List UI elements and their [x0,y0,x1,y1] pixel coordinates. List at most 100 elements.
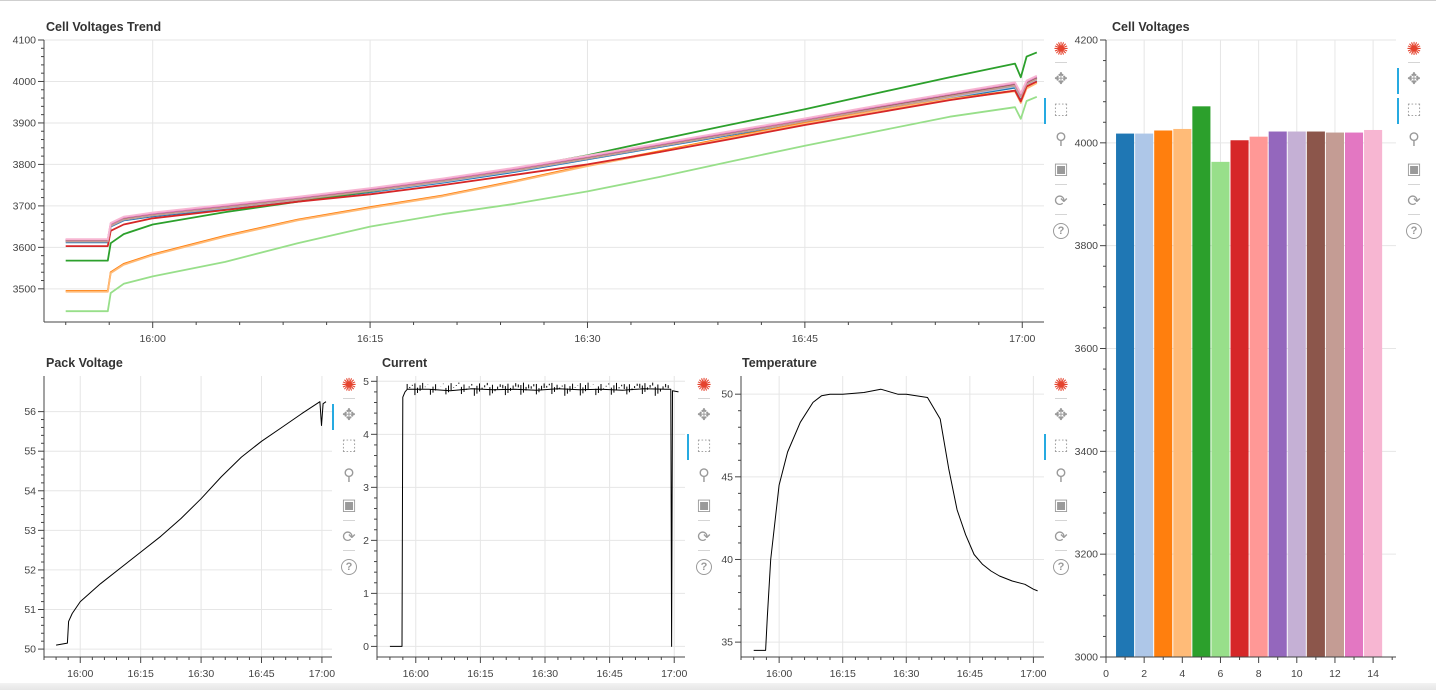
trend-wheel-zoom-tool[interactable]: ⚲ [1050,128,1072,150]
cell-bar-2 [1135,133,1154,657]
current-pan-tool[interactable]: ✥ [693,404,715,426]
cells-wheel-zoom-tool[interactable]: ⚲ [1403,128,1425,150]
save-icon: ▣ [696,497,712,514]
temperature-box-zoom-tool[interactable]: ⬚ [1044,434,1072,460]
current-ytick-label-0: 0 [363,641,369,653]
pack-pan-tool[interactable]: ✥ [332,404,360,430]
trend-save-tool[interactable]: ▣ [1050,158,1072,180]
reset-icon: ⟳ [1054,193,1068,210]
pan-icon: ✥ [1054,407,1068,424]
current-bokeh-logo: ✺ [693,374,715,396]
pack-grid [44,376,332,657]
bokeh-logo-icon: ✺ [1406,38,1422,59]
cell-bar-3 [1154,130,1173,657]
temperature-save-tool[interactable]: ▣ [1050,494,1072,516]
window-top-border [0,0,1436,1]
pack-ytick-label-3: 53 [24,525,36,537]
trend-help-tool[interactable]: ? [1050,220,1072,242]
window-bottom-shadow [0,683,1436,690]
trend-ytick-label-4: 3900 [13,117,37,129]
trend-grid [44,39,1044,322]
cell-bar-12 [1325,132,1344,658]
temperature-help-tool[interactable]: ? [1050,556,1072,578]
cell-bar-9 [1268,131,1287,657]
pack-xtick-label-1: 16:15 [128,668,154,680]
current-xtick-label-4: 17:00 [661,668,687,680]
trend-pan-tool[interactable]: ✥ [1050,68,1072,90]
toolbar-separator [1055,398,1067,399]
pack-xtick-label-4: 17:00 [309,668,335,680]
save-icon: ▣ [1406,161,1422,178]
cells-bokeh-logo: ✺ [1403,38,1425,60]
pack-xtick-label-2: 16:30 [188,668,214,680]
pack-help-tool[interactable]: ? [338,556,360,578]
wheel-zoom-icon: ⚲ [698,467,710,484]
pack-save-tool[interactable]: ▣ [338,494,360,516]
help-icon: ? [1406,223,1422,239]
bokeh-logo-icon: ✺ [1053,374,1069,395]
trend-ytick-label-5: 4000 [13,76,37,88]
current-ytick-label-4: 4 [363,429,369,441]
cells-save-tool[interactable]: ▣ [1403,158,1425,180]
pack-ytick-label-2: 52 [24,564,36,576]
current-wheel-zoom-tool[interactable]: ⚲ [693,464,715,486]
pack-wheel-zoom-tool[interactable]: ⚲ [338,464,360,486]
pack-box-zoom-tool[interactable]: ⬚ [338,434,360,456]
temperature-ytick-label-0: 35 [721,637,733,649]
temperature-series-1 [753,388,1038,651]
box-zoom-icon: ⬚ [1053,101,1069,118]
current-box-zoom-tool[interactable]: ⬚ [687,434,715,460]
current-save-tool[interactable]: ▣ [693,494,715,516]
toolbar-separator [1408,62,1420,63]
temperature-pan-tool[interactable]: ✥ [1050,404,1072,426]
trend-box-zoom-tool[interactable]: ⬚ [1044,98,1072,124]
trend-xtick-label-4: 17:00 [1009,333,1035,345]
cell-bar-8 [1249,136,1268,657]
pack-ytick-label-5: 55 [24,446,36,458]
pack-xtick-label-0: 16:00 [67,668,93,680]
pack-reset-tool[interactable]: ⟳ [338,526,360,548]
cell-bar-5 [1192,106,1211,657]
trend-ytick-label-0: 3500 [13,283,37,295]
trend-xtick-label-2: 16:30 [574,333,600,345]
current-xtick-label-3: 16:45 [596,668,622,680]
save-icon: ▣ [1053,497,1069,514]
toolbar-separator [343,398,355,399]
trend-xtick-label-3: 16:45 [792,333,818,345]
cells-xtick-label-0: 0 [1103,668,1109,680]
cells-help-tool[interactable]: ? [1403,220,1425,242]
cells-pan-tool[interactable]: ✥ [1397,68,1425,94]
cells-ytick-label-6: 4200 [1075,35,1099,47]
toolbar-separator [1055,62,1067,63]
pan-icon: ✥ [1407,71,1421,88]
current-help-tool[interactable]: ? [693,556,715,578]
temperature-grid [741,376,1044,657]
cell-bar-14 [1364,129,1383,657]
temperature-wheel-zoom-tool[interactable]: ⚲ [1050,464,1072,486]
cells-ytick-label-4: 3800 [1075,240,1099,252]
trend-ytick-label-6: 4100 [13,35,37,47]
current-reset-tool[interactable]: ⟳ [693,526,715,548]
wheel-zoom-icon: ⚲ [1055,467,1067,484]
trend-reset-tool[interactable]: ⟳ [1050,190,1072,212]
trend-series-12 [65,78,1038,243]
pack-ytick-label-6: 56 [24,406,36,418]
toolbar-separator [1055,214,1067,215]
temperature-reset-tool[interactable]: ⟳ [1050,526,1072,548]
toolbar-separator [1408,184,1420,185]
pan-icon: ✥ [1054,71,1068,88]
pan-icon: ✥ [697,407,711,424]
cells-reset-tool[interactable]: ⟳ [1403,190,1425,212]
pack-ytick-label-1: 51 [24,604,36,616]
cells-box-zoom-tool[interactable]: ⬚ [1397,98,1425,124]
pack-axes: 50 51 52 53 54 55 56 16:00 16:15 16:30 16:45 17:00 [24,376,335,680]
current-xtick-label-1: 16:15 [467,668,493,680]
trend-xtick-label-1: 16:15 [357,333,383,345]
trend-series-14 [65,74,1038,240]
reset-icon: ⟳ [697,529,711,546]
